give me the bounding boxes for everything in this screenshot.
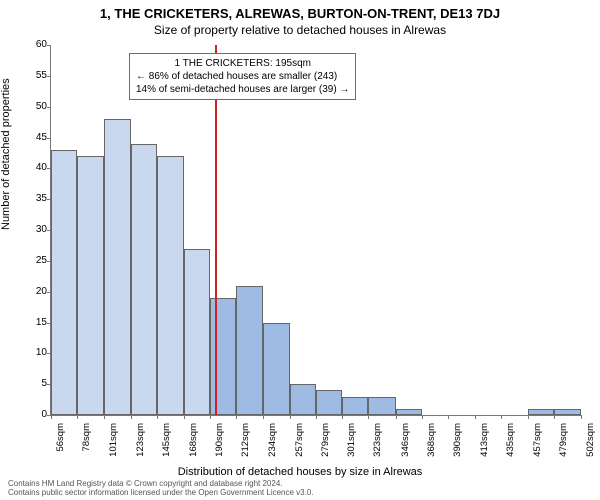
histogram-bar — [236, 286, 262, 416]
annotation-line2: ← 86% of detached houses are smaller (24… — [136, 70, 349, 83]
y-tick-label: 55 — [19, 70, 47, 81]
x-tick-label: 457sqm — [532, 423, 543, 463]
y-tick-label: 0 — [19, 409, 47, 420]
x-tick-mark — [316, 415, 317, 419]
histogram-bar — [184, 249, 210, 416]
y-tick-label: 50 — [19, 101, 47, 112]
x-tick-label: 190sqm — [214, 423, 225, 463]
plot-area: 05101520253035404550556056sqm78sqm101sqm… — [50, 45, 581, 416]
x-tick-mark — [501, 415, 502, 419]
x-tick-mark — [210, 415, 211, 419]
histogram-bar — [396, 409, 422, 415]
histogram-bar — [528, 409, 554, 415]
x-axis-label: Distribution of detached houses by size … — [0, 466, 600, 478]
histogram-bar — [131, 144, 157, 415]
histogram-bar — [554, 409, 581, 415]
chart-subtitle: Size of property relative to detached ho… — [0, 21, 600, 37]
histogram-bar — [290, 384, 316, 415]
x-tick-label: 346sqm — [400, 423, 411, 463]
y-tick-label: 5 — [19, 378, 47, 389]
x-tick-mark — [396, 415, 397, 419]
x-tick-label: 502sqm — [585, 423, 596, 463]
x-tick-mark — [554, 415, 555, 419]
x-tick-mark — [51, 415, 52, 419]
x-tick-mark — [263, 415, 264, 419]
x-tick-mark — [131, 415, 132, 419]
x-tick-label: 145sqm — [161, 423, 172, 463]
x-tick-mark — [184, 415, 185, 419]
annotation-line1: 1 THE CRICKETERS: 195sqm — [136, 57, 349, 70]
annotation-callout: 1 THE CRICKETERS: 195sqm← 86% of detache… — [129, 53, 356, 100]
x-tick-label: 56sqm — [55, 423, 66, 463]
footer-attribution: Contains HM Land Registry data © Crown c… — [8, 480, 314, 498]
histogram-bar — [316, 390, 342, 415]
histogram-bar — [263, 323, 290, 416]
histogram-bar — [51, 150, 77, 415]
x-tick-label: 257sqm — [294, 423, 305, 463]
x-tick-label: 123sqm — [135, 423, 146, 463]
footer-line2: Contains public sector information licen… — [8, 489, 314, 498]
y-tick-label: 20 — [19, 286, 47, 297]
x-tick-label: 279sqm — [320, 423, 331, 463]
y-tick-label: 40 — [19, 162, 47, 173]
x-tick-label: 323sqm — [372, 423, 383, 463]
y-tick-label: 15 — [19, 317, 47, 328]
x-tick-mark — [236, 415, 237, 419]
histogram-bar — [210, 298, 236, 415]
y-tick-label: 30 — [19, 224, 47, 235]
x-tick-label: 78sqm — [81, 423, 92, 463]
x-tick-label: 390sqm — [452, 423, 463, 463]
x-tick-label: 479sqm — [558, 423, 569, 463]
y-tick-mark — [47, 45, 51, 46]
y-tick-label: 60 — [19, 39, 47, 50]
x-tick-mark — [422, 415, 423, 419]
x-tick-mark — [448, 415, 449, 419]
x-tick-mark — [157, 415, 158, 419]
histogram-bar — [104, 119, 130, 415]
x-tick-mark — [368, 415, 369, 419]
x-tick-mark — [342, 415, 343, 419]
x-tick-label: 301sqm — [346, 423, 357, 463]
y-tick-label: 25 — [19, 255, 47, 266]
y-tick-mark — [47, 76, 51, 77]
y-tick-label: 35 — [19, 193, 47, 204]
x-tick-label: 368sqm — [426, 423, 437, 463]
annotation-line3: 14% of semi-detached houses are larger (… — [136, 83, 349, 96]
x-tick-label: 435sqm — [505, 423, 516, 463]
x-tick-mark — [290, 415, 291, 419]
histogram-bar — [368, 397, 395, 416]
y-tick-label: 10 — [19, 347, 47, 358]
x-tick-label: 413sqm — [479, 423, 490, 463]
x-tick-label: 234sqm — [267, 423, 278, 463]
x-tick-mark — [104, 415, 105, 419]
y-tick-mark — [47, 138, 51, 139]
y-axis-label: Number of detached properties — [0, 78, 12, 230]
x-tick-label: 168sqm — [188, 423, 199, 463]
chart-title: 1, THE CRICKETERS, ALREWAS, BURTON-ON-TR… — [0, 0, 600, 21]
y-tick-label: 45 — [19, 132, 47, 143]
y-tick-mark — [47, 107, 51, 108]
histogram-bar — [157, 156, 184, 415]
reference-marker-line — [215, 45, 217, 415]
x-tick-mark — [475, 415, 476, 419]
x-tick-mark — [581, 415, 582, 419]
histogram-bar — [77, 156, 104, 415]
chart-container: 1, THE CRICKETERS, ALREWAS, BURTON-ON-TR… — [0, 0, 600, 500]
x-tick-mark — [77, 415, 78, 419]
x-tick-label: 101sqm — [108, 423, 119, 463]
histogram-bar — [342, 397, 368, 416]
x-tick-label: 212sqm — [240, 423, 251, 463]
x-tick-mark — [528, 415, 529, 419]
